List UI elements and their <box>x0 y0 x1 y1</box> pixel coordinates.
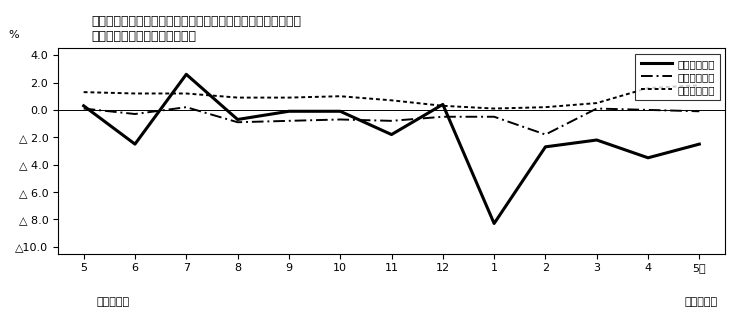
Text: %: % <box>8 30 18 40</box>
常用雇用指数 <box>130 92 139 95</box>
常用雇用指数 <box>541 105 550 109</box>
常用雇用指数 <box>182 92 191 95</box>
常用雇用指数 <box>387 99 396 102</box>
常用雇用指数 <box>695 83 704 87</box>
現金給与総額 <box>387 133 396 136</box>
Text: 平成２４年: 平成２４年 <box>684 297 718 307</box>
現金給与総額 <box>644 156 653 160</box>
Legend: 現金給与総額, 総実労働時間, 常用雇用指数: 現金給与総額, 総実労働時間, 常用雇用指数 <box>636 54 720 100</box>
総実労働時間 <box>438 115 447 119</box>
常用雇用指数 <box>490 107 499 110</box>
常用雇用指数 <box>438 104 447 108</box>
総実労働時間 <box>130 112 139 116</box>
総実労働時間 <box>79 107 88 110</box>
常用雇用指数 <box>233 96 242 100</box>
常用雇用指数 <box>284 96 293 100</box>
Text: 平成２３年: 平成２３年 <box>96 297 130 307</box>
総実労働時間 <box>336 117 345 121</box>
総実労働時間 <box>695 109 704 113</box>
総実労働時間 <box>233 120 242 124</box>
現金給与総額 <box>233 117 242 121</box>
総実労働時間 <box>284 119 293 123</box>
総実労働時間 <box>182 105 191 109</box>
現金給与総額 <box>182 73 191 76</box>
総実労働時間 <box>387 119 396 123</box>
Text: 第４図　賃金、労働時間、常用雇用指数　対前年同月比の推移
（規模５人以上　調査産業計）: 第４図 賃金、労働時間、常用雇用指数 対前年同月比の推移 （規模５人以上 調査産… <box>91 15 301 43</box>
総実労働時間 <box>644 108 653 112</box>
常用雇用指数 <box>644 86 653 90</box>
Line: 現金給与総額: 現金給与総額 <box>84 74 699 224</box>
現金給与総額 <box>541 145 550 149</box>
総実労働時間 <box>490 115 499 119</box>
Line: 総実労働時間: 総実労働時間 <box>84 107 699 135</box>
現金給与総額 <box>490 222 499 225</box>
現金給与総額 <box>284 109 293 113</box>
現金給与総額 <box>438 103 447 106</box>
現金給与総額 <box>79 104 88 108</box>
現金給与総額 <box>130 142 139 146</box>
常用雇用指数 <box>336 94 345 98</box>
総実労働時間 <box>541 133 550 136</box>
現金給与総額 <box>695 142 704 146</box>
常用雇用指数 <box>79 90 88 94</box>
総実労働時間 <box>592 107 601 110</box>
現金給与総額 <box>336 109 345 113</box>
常用雇用指数 <box>592 101 601 105</box>
現金給与総額 <box>592 138 601 142</box>
Line: 常用雇用指数: 常用雇用指数 <box>84 85 699 108</box>
